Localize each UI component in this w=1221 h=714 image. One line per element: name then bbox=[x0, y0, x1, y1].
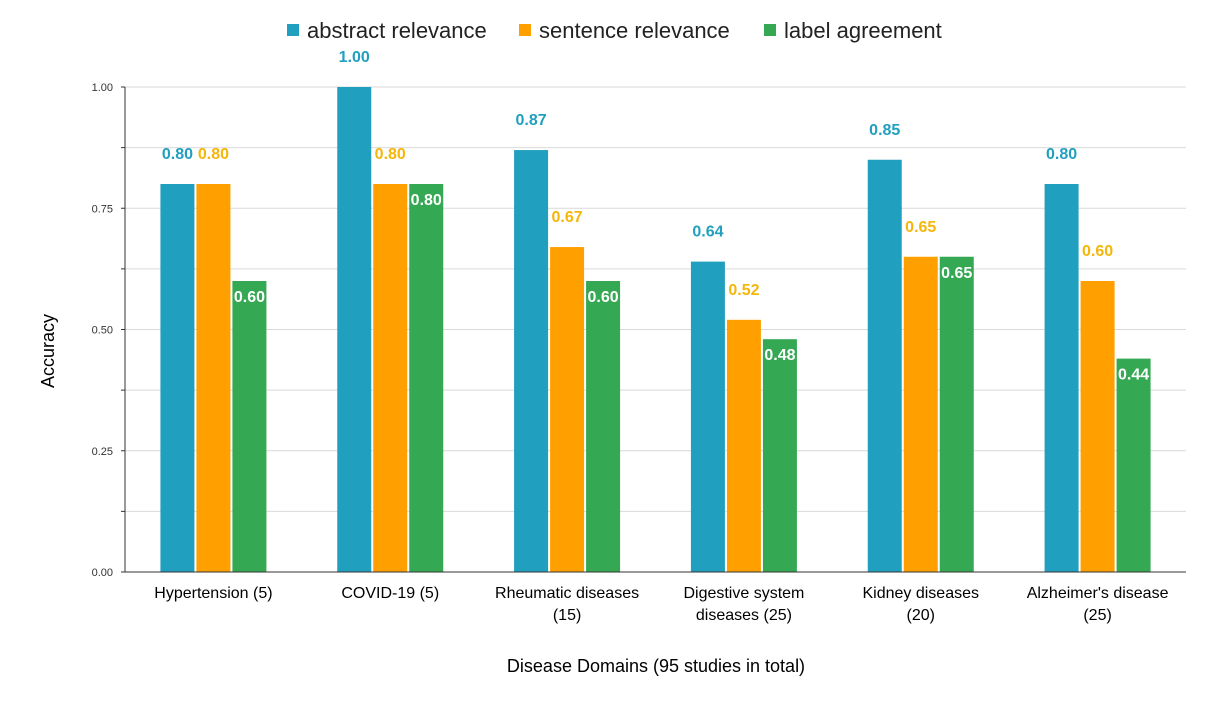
bars: 0.80 0.80 0.60 1.00 0.80 0.80 0.87 0.67 0.60 0.64… bbox=[160, 49, 1151, 573]
legend: abstract relevance sentence relevance labe… bbox=[287, 18, 942, 43]
data-label: 0.52 bbox=[728, 282, 759, 299]
data-label: 0.67 bbox=[552, 209, 583, 226]
legend-label: abstract relevance bbox=[307, 18, 487, 43]
data-label: 0.80 bbox=[162, 146, 193, 163]
data-label: 0.65 bbox=[941, 265, 972, 282]
legend-label: sentence relevance bbox=[539, 18, 730, 43]
data-label: 0.60 bbox=[234, 289, 265, 306]
data-label: 0.80 bbox=[411, 192, 442, 209]
legend-swatch bbox=[764, 24, 776, 36]
legend-swatch bbox=[519, 24, 531, 36]
bar bbox=[690, 261, 725, 572]
data-label: 0.80 bbox=[1046, 146, 1077, 163]
data-label: 0.60 bbox=[1082, 243, 1113, 260]
bar bbox=[762, 339, 797, 572]
data-label: 0.80 bbox=[198, 146, 229, 163]
y-tick-label: 0.50 bbox=[92, 325, 113, 337]
data-label: 0.65 bbox=[905, 219, 936, 236]
x-tick-label: Rheumatic diseases bbox=[495, 585, 639, 602]
legend-swatch bbox=[287, 24, 299, 36]
x-tick-label: Kidney diseases bbox=[862, 585, 979, 602]
bar bbox=[586, 281, 621, 572]
bar bbox=[867, 159, 902, 572]
x-tick-label: Hypertension (5) bbox=[154, 585, 272, 602]
x-tick-label: (20) bbox=[907, 607, 935, 624]
gridlines bbox=[125, 86, 1186, 512]
y-axis: 0.00 0.25 0.50 0.75 1.00 bbox=[92, 82, 126, 579]
y-tick-label: 1.00 bbox=[92, 82, 113, 94]
y-axis-label: Accuracy bbox=[38, 314, 58, 388]
x-axis: Hypertension (5) COVID-19 (5) Rheumatic di… bbox=[125, 571, 1186, 624]
bar bbox=[373, 184, 408, 572]
data-label: 1.00 bbox=[339, 49, 370, 66]
x-tick-label: (25) bbox=[1083, 607, 1111, 624]
bar bbox=[1044, 184, 1079, 572]
x-tick-label: Alzheimer's disease bbox=[1027, 585, 1169, 602]
data-label: 0.80 bbox=[375, 146, 406, 163]
x-axis-label: Disease Domains (95 studies in total) bbox=[507, 656, 805, 676]
bar bbox=[196, 184, 231, 572]
bar bbox=[232, 281, 267, 572]
bar bbox=[550, 247, 585, 573]
bar bbox=[1116, 358, 1151, 572]
bar bbox=[409, 184, 444, 572]
x-tick-label: diseases (25) bbox=[696, 607, 792, 624]
data-label: 0.60 bbox=[588, 289, 619, 306]
data-label: 0.85 bbox=[869, 122, 900, 139]
x-tick-label: (15) bbox=[553, 607, 581, 624]
y-tick-label: 0.25 bbox=[92, 446, 113, 458]
bar bbox=[160, 184, 195, 572]
x-tick-label: COVID-19 (5) bbox=[341, 585, 439, 602]
bar bbox=[903, 256, 938, 572]
y-tick-label: 0.75 bbox=[92, 203, 113, 215]
bar bbox=[337, 87, 372, 572]
y-tick-label: 0.00 bbox=[92, 567, 113, 579]
legend-label: label agreement bbox=[784, 18, 942, 43]
bar bbox=[726, 319, 761, 572]
data-label: 0.64 bbox=[692, 224, 723, 241]
bar bbox=[1080, 281, 1115, 572]
x-tick-label: Digestive system bbox=[683, 585, 804, 602]
data-label: 0.87 bbox=[516, 112, 547, 129]
data-label: 0.48 bbox=[764, 347, 795, 364]
bar bbox=[514, 150, 549, 573]
bar bbox=[939, 256, 974, 572]
data-label: 0.44 bbox=[1118, 367, 1149, 384]
